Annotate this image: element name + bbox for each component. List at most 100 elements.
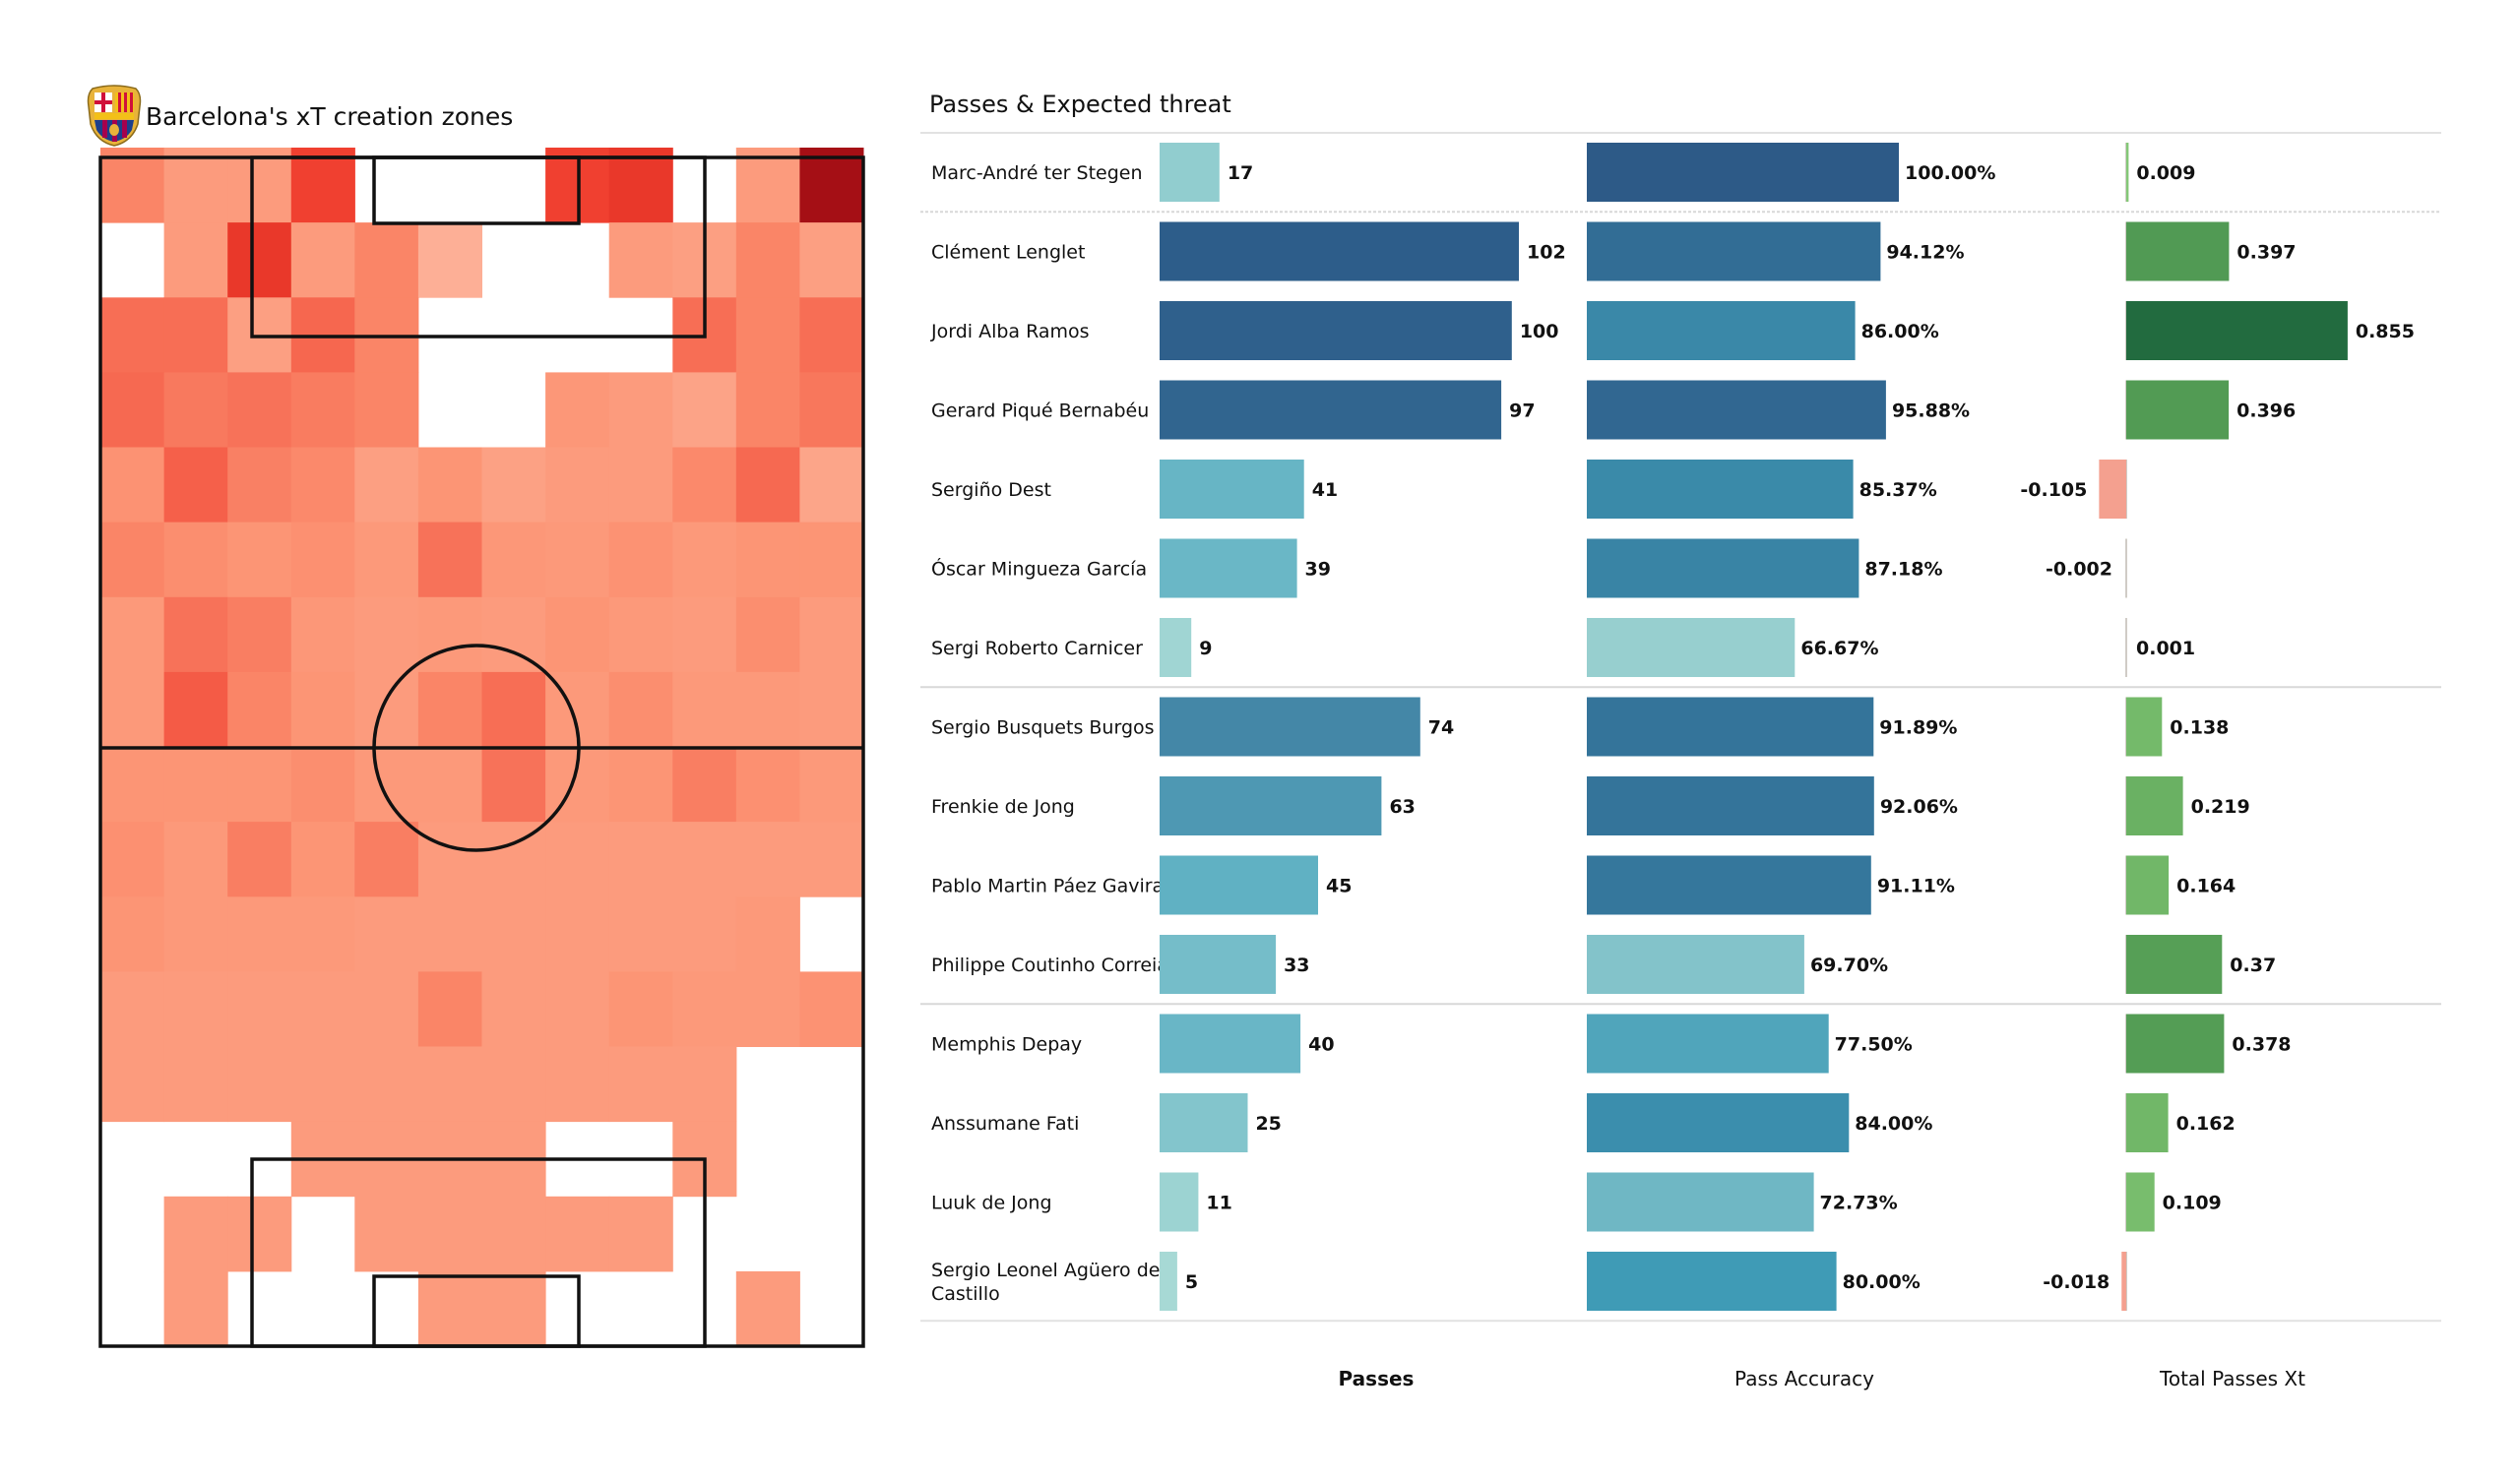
passes-value: 102 <box>1527 242 1566 264</box>
heatmap-cell <box>545 1196 610 1272</box>
table-row: Sergio Busquets Burgos 74 91.89% 0.138 <box>931 697 2229 757</box>
accuracy-bar <box>1587 935 1804 994</box>
accuracy-value: 100.00% <box>1905 162 1995 184</box>
heatmap-cell <box>735 596 800 673</box>
column-header-passes: Passes <box>1339 1367 1415 1390</box>
heatmap-cell <box>227 671 292 748</box>
xt-value: 0.001 <box>2136 638 2195 659</box>
heatmap-cell <box>290 971 355 1047</box>
heatmap-cell <box>290 1046 355 1123</box>
heatmap-cell <box>672 822 737 897</box>
heatmap-cell <box>799 222 864 298</box>
player-name: Philippe Coutinho Correia <box>931 955 1168 976</box>
heatmap-cell <box>163 297 228 373</box>
table-row: Frenkie de Jong 63 92.06% 0.219 <box>931 776 2250 835</box>
heatmap-cell <box>290 522 355 598</box>
passes-bar <box>1160 1093 1248 1152</box>
heatmap-cell <box>799 148 864 223</box>
heatmap-cell <box>481 447 546 524</box>
passes-bar <box>1160 380 1502 440</box>
xt-value: 0.109 <box>2163 1193 2222 1214</box>
heatmap-cell <box>672 1046 737 1123</box>
heatmap-cell <box>417 747 482 823</box>
center-circle <box>372 644 581 852</box>
heatmap-cell <box>481 822 546 897</box>
xt-bar <box>2126 380 2230 440</box>
xt-bar <box>2126 935 2223 994</box>
xt-value: -0.018 <box>2043 1271 2110 1293</box>
heatmap-cell <box>481 596 546 673</box>
heatmap-cell <box>481 1196 546 1272</box>
xt-value: -0.002 <box>2046 559 2112 581</box>
heatmap-cell <box>735 896 800 972</box>
table-title: Passes & Expected threat <box>929 91 1231 118</box>
player-name: Sergi Roberto Carnicer <box>931 638 1143 659</box>
accuracy-value: 84.00% <box>1855 1113 1932 1135</box>
accuracy-value: 86.00% <box>1861 321 1939 342</box>
heatmap-cell <box>290 447 355 524</box>
heatmap-cell <box>417 1046 482 1123</box>
heatmap-cell <box>417 596 482 673</box>
xt-bar <box>2126 776 2183 835</box>
heatmap-cell <box>227 522 292 598</box>
passes-value: 17 <box>1228 162 1253 184</box>
heatmap-cell <box>481 971 546 1047</box>
heatmap-cell <box>163 1196 228 1272</box>
passes-bar <box>1160 1252 1177 1311</box>
heatmap-cell <box>163 747 228 823</box>
accuracy-bar <box>1587 460 1854 519</box>
heatmap-cell <box>354 896 419 972</box>
passes-value: 74 <box>1428 717 1454 739</box>
passes-bar <box>1160 618 1192 677</box>
passes-bar <box>1160 935 1277 994</box>
heatmap-cell <box>227 148 292 223</box>
table-row: Pablo Martin Páez Gavira 45 91.11% 0.164 <box>931 855 2236 915</box>
table-row: Jordi Alba Ramos 100 86.00% 0.855 <box>930 301 2415 360</box>
column-header-total-passes-xt: Total Passes Xt <box>2159 1367 2305 1390</box>
top-six-yard-box <box>372 155 581 225</box>
player-name: Sergio Leonel Agüero del Castillo <box>931 1260 1166 1305</box>
table-row: Memphis Depay 40 77.50% 0.378 <box>931 1014 2292 1074</box>
passes-bar <box>1160 1172 1199 1232</box>
heatmap-cell <box>608 822 673 897</box>
passes-value: 63 <box>1389 796 1415 818</box>
fc-barcelona-crest-icon <box>85 85 144 148</box>
heatmap-cell <box>608 896 673 972</box>
heatmap-cell <box>608 971 673 1047</box>
heatmap-cell <box>545 1046 610 1123</box>
heatmap-cell <box>799 447 864 524</box>
passes-value: 25 <box>1255 1113 1281 1135</box>
heatmap-cell <box>672 522 737 598</box>
heatmap-cell <box>354 1046 419 1123</box>
heatmap-cell <box>799 747 864 823</box>
xt-bar <box>2126 1093 2169 1152</box>
heatmap-cell <box>672 447 737 524</box>
heatmap-cell <box>163 222 228 298</box>
accuracy-bar <box>1587 697 1874 757</box>
passes-bar <box>1160 697 1420 757</box>
accuracy-bar <box>1587 380 1886 440</box>
xt-value: 0.009 <box>2136 162 2195 184</box>
heatmap-cell <box>735 522 800 598</box>
heatmap-cell <box>545 447 610 524</box>
heatmap-cell <box>417 671 482 748</box>
table-row: Luuk de Jong 11 72.73% 0.109 <box>931 1172 2222 1232</box>
heatmap-cell <box>481 1270 546 1347</box>
passes-value: 11 <box>1206 1193 1231 1214</box>
heatmap-cell <box>227 747 292 823</box>
accuracy-value: 95.88% <box>1892 401 1970 422</box>
heatmap-cell <box>354 522 419 598</box>
heatmap-cell <box>735 297 800 373</box>
heatmap-cell <box>608 747 673 823</box>
passes-bar <box>1160 460 1304 519</box>
heatmap-cell <box>100 297 165 373</box>
accuracy-bar <box>1587 776 1874 835</box>
heatmap-cell <box>100 372 165 448</box>
table-row: Philippe Coutinho Correia 33 69.70% 0.37 <box>931 935 2276 994</box>
player-rows: Marc-André ter Stegen 17 100.00% 0.009 Cléme… <box>920 132 2441 1323</box>
table-row: Sergiño Dest 41 85.37% -0.105 <box>931 460 2127 519</box>
heatmap-cell <box>417 522 482 598</box>
xt-bar <box>2126 143 2129 202</box>
heatmap-cell <box>290 148 355 223</box>
table-row: Anssumane Fati 25 84.00% 0.162 <box>931 1093 2236 1152</box>
